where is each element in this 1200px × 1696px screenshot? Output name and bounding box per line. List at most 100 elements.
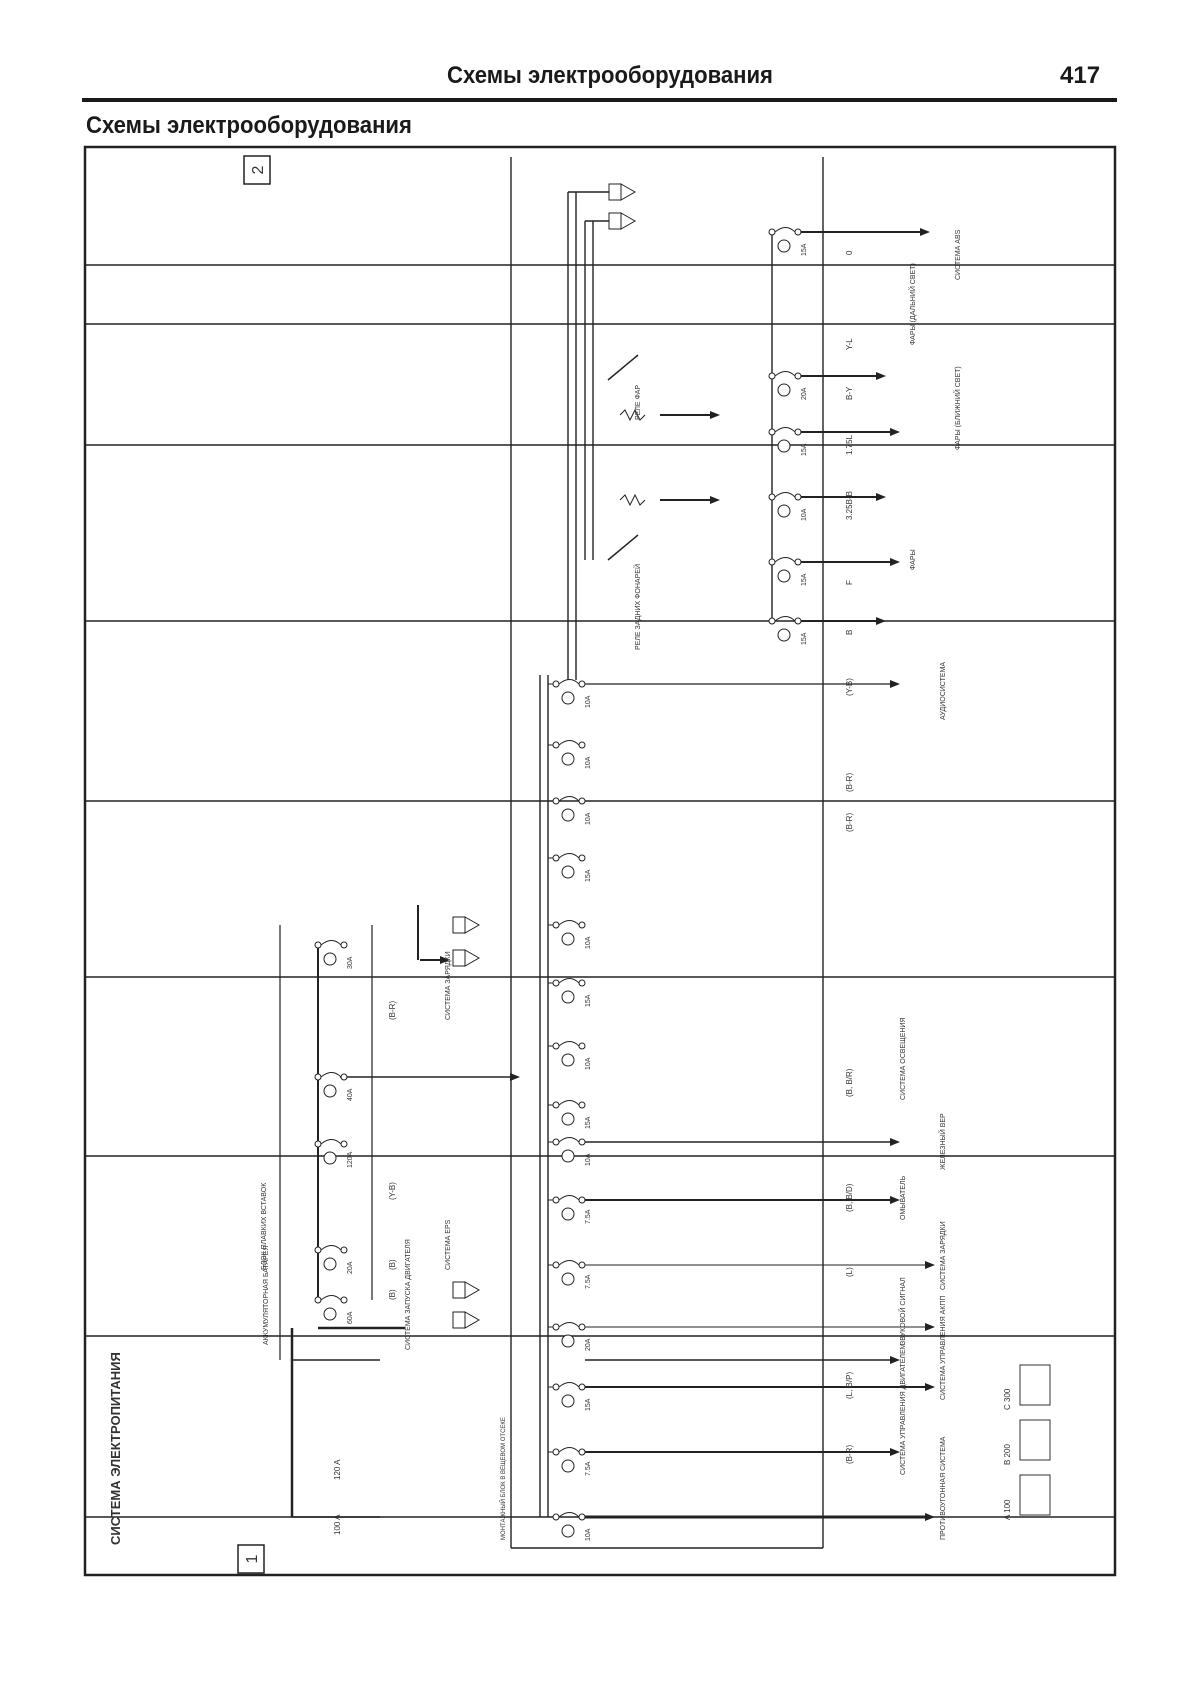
- fuse-icon: [320, 940, 342, 946]
- system-title: СИСТЕМА ЭЛЕКТРОПИТАНИЯ: [108, 1352, 123, 1545]
- relay-label: РЕЛЕ ЗАДНИХ ФОНАРЕЙ: [633, 564, 642, 650]
- sheet-marker-1: [237, 1544, 265, 1574]
- junction-fuse-rating: 10A: [585, 1153, 592, 1166]
- wire-color-label: F: [845, 580, 854, 585]
- wire-color-label: (B, B/D): [845, 1183, 854, 1212]
- fuse-contact-icon: [552, 1448, 560, 1456]
- fuse-number-icon: [561, 1459, 575, 1473]
- fuse-contact-icon: [768, 558, 776, 566]
- fuse-icon: [558, 978, 580, 984]
- relay-switch-icon: [607, 354, 639, 381]
- fuse-number-icon: [777, 504, 791, 518]
- ground-terminal-icon: [620, 183, 637, 201]
- arrowhead-icon: [440, 956, 450, 964]
- upper-fuse-rating: 15A: [801, 243, 808, 256]
- grid-lines: [85, 264, 1115, 1518]
- fuse-number-icon: [777, 439, 791, 453]
- relay-coil-icon: [619, 408, 646, 422]
- fuse-number-icon: [323, 952, 337, 966]
- junction-fuse-rating: 20A: [585, 1338, 592, 1351]
- left-fuse-rating: 120A: [347, 1151, 354, 1168]
- fuse-contact-icon: [314, 941, 322, 949]
- circuit-arrows: [340, 228, 935, 1521]
- fuse-number-icon: [561, 1272, 575, 1286]
- fuse-contact-icon: [314, 1140, 322, 1148]
- fuse-number-icon: [323, 1151, 337, 1165]
- upper-fuse-rating: 15A: [801, 443, 808, 456]
- fuse-icon: [320, 1245, 342, 1251]
- wire-color-label: (B-R): [388, 1001, 397, 1020]
- wire-color-label: (B-R): [845, 1445, 854, 1464]
- ground-terminal-icon: [464, 916, 481, 934]
- fuse-contact-icon: [314, 1296, 322, 1304]
- fuse-number-icon: [777, 383, 791, 397]
- fuse-icon: [320, 1139, 342, 1145]
- wire-color-label: 0: [845, 250, 854, 255]
- junction-fuse-rating: 15A: [585, 869, 592, 882]
- wire-color-label: B: [845, 630, 854, 635]
- junction-fuse-rating: 10A: [585, 1528, 592, 1541]
- fuse-contact-icon: [552, 741, 560, 749]
- fuse-number-icon: [561, 808, 575, 822]
- fuse-contact-icon: [552, 1042, 560, 1050]
- circuit-destination-label: СИСТЕМА ABS: [955, 229, 962, 280]
- fuse-icon: [558, 1260, 580, 1266]
- upper-fuse-rating: 10A: [801, 508, 808, 521]
- legend-connector-icon: [1019, 1364, 1051, 1406]
- page-number: 417: [1060, 62, 1101, 89]
- fuse-number-icon: [561, 932, 575, 946]
- wire-color-label: (Y-B): [845, 678, 854, 696]
- left-fuse-rating: 20A: [347, 1261, 354, 1274]
- legend-code: A 100: [1003, 1499, 1012, 1520]
- ground-terminal-icon: [464, 1311, 481, 1329]
- wire-color-label: 1.75L: [845, 434, 854, 455]
- fuse-number-icon: [561, 865, 575, 879]
- fuse-number-icon: [561, 990, 575, 1004]
- arrowhead-icon: [876, 372, 886, 380]
- arrowhead-icon: [510, 1073, 520, 1081]
- circuit-destination-label: ЖЕЛЕЗНЫЙ ВЕР: [938, 1113, 947, 1170]
- fuse-contact-icon: [552, 1513, 560, 1521]
- fuse-contact-icon: [552, 1138, 560, 1146]
- fuse-number-icon: [323, 1257, 337, 1271]
- fuse-icon: [320, 1295, 342, 1301]
- wire-color-label: (L, B/P): [845, 1372, 854, 1399]
- fuse-icon: [558, 740, 580, 746]
- arrowhead-icon: [710, 411, 720, 419]
- fuse-box-label: БЛОК ПЛАВКИХ ВСТАВОК: [261, 1182, 268, 1270]
- fuse-number-icon: [561, 1394, 575, 1408]
- ground-terminal-icon: [464, 1281, 481, 1299]
- left-fuse-rating: 40A: [347, 1088, 354, 1101]
- fuse-number-icon: [561, 1053, 575, 1067]
- junction-fuse-rating: 10A: [585, 1057, 592, 1070]
- fuse-number-icon: [561, 1112, 575, 1126]
- fuse-icon: [558, 853, 580, 859]
- circuit-destination-label: ПРОТИВОУГОННАЯ СИСТЕМА: [940, 1436, 947, 1540]
- fuse-icon: [558, 1137, 580, 1143]
- fuse-number-icon: [777, 628, 791, 642]
- junction-fuse-rating: 7.5A: [585, 1461, 592, 1476]
- fuse-contact-icon: [552, 1383, 560, 1391]
- battery-label: АККУМУЛЯТОРНАЯ БАТАРЕЯ: [263, 1245, 270, 1345]
- arrowhead-icon: [890, 680, 900, 688]
- fuse-icon: [558, 1447, 580, 1453]
- connector-icon: [452, 1311, 466, 1329]
- junction-fuse-rating: 7.5A: [585, 1209, 592, 1224]
- fuse-contact-icon: [552, 1101, 560, 1109]
- upper-fuse-rating: 15A: [801, 632, 808, 645]
- arrowhead-icon: [890, 1196, 900, 1204]
- connector-icon: [608, 183, 622, 201]
- junction-fuse-rating: 10A: [585, 756, 592, 769]
- junction-fuse-rating: 7.5A: [585, 1274, 592, 1289]
- junction-fuse-rating: 15A: [585, 1398, 592, 1411]
- circuit-destination-label: СИСТЕМА УПРАВЛЕНИЯ ДВИГАТЕЛЕМ: [900, 1343, 907, 1475]
- fuse-icon: [558, 1195, 580, 1201]
- fuse-icon: [774, 371, 796, 377]
- fuse-icon: [320, 1072, 342, 1078]
- wire-color-label: Y-L: [845, 338, 854, 350]
- circuit-destination-label: ОМЫВАТЕЛЬ: [900, 1175, 907, 1220]
- fuse-icon: [774, 427, 796, 433]
- fuse-symbols: [314, 227, 802, 1538]
- fuse-contact-icon: [552, 979, 560, 987]
- wire-color-label: (Y-B): [388, 1182, 397, 1200]
